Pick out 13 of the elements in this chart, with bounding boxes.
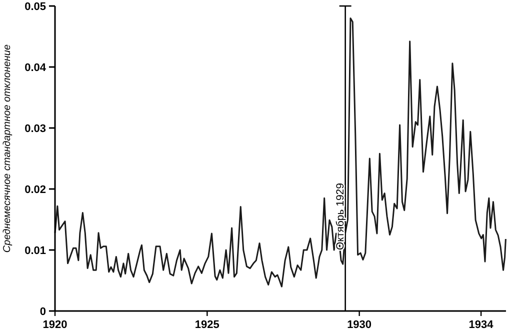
y-tick-label: 0.01 (24, 245, 46, 257)
y-tick-label: 0 (40, 306, 46, 318)
x-tick-label: 1934 (468, 319, 494, 331)
y-tick-label: 0.04 (24, 62, 47, 74)
x-tick-label: 1930 (347, 319, 372, 331)
y-tick-label: 0.03 (24, 123, 46, 135)
ref-line-label: Октябрь 1929 (334, 182, 346, 250)
line-series (54, 17, 506, 288)
y-tick-label: 0.02 (24, 184, 46, 196)
y-axis-title: Среднемесячное стандартное отклонение (2, 44, 13, 253)
x-tick-label: 1920 (42, 319, 68, 331)
y-tick-label: 0.05 (24, 1, 46, 13)
x-tick-label: 1925 (194, 319, 220, 331)
